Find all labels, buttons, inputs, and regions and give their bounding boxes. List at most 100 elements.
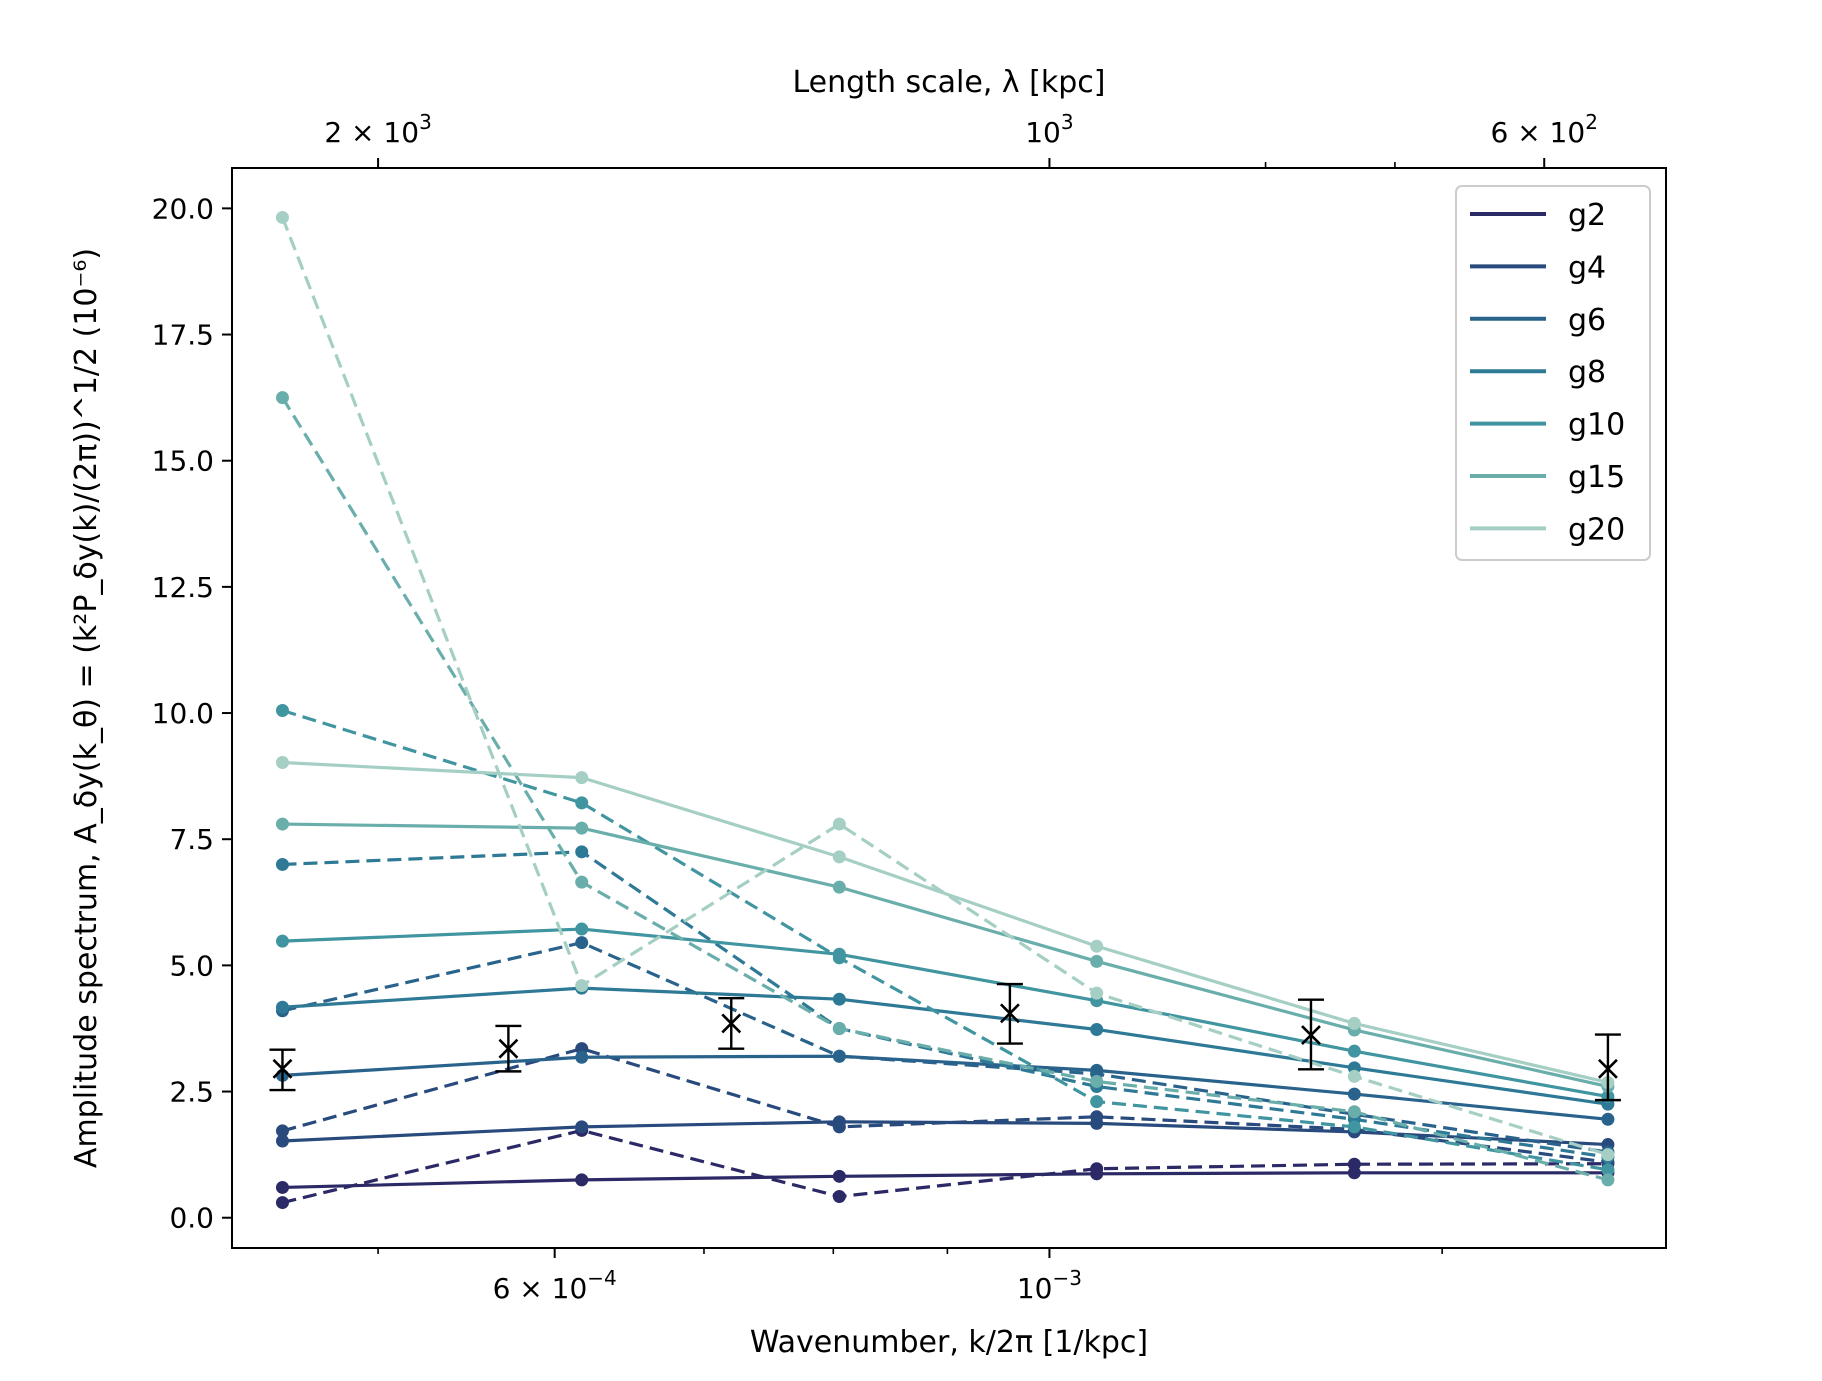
series-g2-dashed-point (832, 1190, 846, 1204)
series-g10-solid-point (1347, 1044, 1361, 1058)
series-layer (275, 210, 1615, 1210)
y-tick-label: 20.0 (152, 192, 214, 225)
y-tick-label: 2.5 (169, 1076, 214, 1109)
series-g4-solid-line (282, 1120, 1609, 1147)
series-g20-solid-line (282, 760, 1609, 1085)
series-g15-solid-point (275, 817, 289, 831)
axes-layer: 0.02.55.07.510.012.515.017.520.06 × 10−4… (152, 110, 1598, 1305)
series-g10-dashed-point (832, 951, 846, 965)
series-g10-dashed-point (1090, 1095, 1104, 1109)
x-tick-label: 6 × 10−4 (493, 1266, 617, 1305)
top-tick-label: 2 × 103 (324, 110, 431, 149)
x-tick-label: 10−3 (1017, 1266, 1082, 1305)
y-tick-label: 12.5 (152, 571, 214, 604)
x-tick-mantissa: 6 × 10 (493, 1272, 588, 1305)
series-g6-solid-point (1601, 1112, 1615, 1126)
legend-label-g2: g2 (1568, 198, 1606, 233)
top-tick-exponent: 3 (1061, 110, 1074, 134)
series-g8-dashed-point (275, 857, 289, 871)
x-axis-label: Wavenumber, k/2π [1/kpc] (750, 1325, 1148, 1360)
observation-marker (999, 1003, 1020, 1024)
observations-layer (269, 982, 1621, 1102)
series-g10-solid-point (575, 922, 589, 936)
top-axis-label: Length scale, λ [kpc] (793, 65, 1106, 100)
series-g2-dashed-point (275, 1196, 289, 1210)
x-tick-exponent: −3 (1053, 1266, 1082, 1290)
legend-label-g8: g8 (1568, 355, 1606, 390)
series-g20-dashed-point (1347, 1069, 1361, 1083)
series-g20-dashed-point (1090, 986, 1104, 1000)
series-g4-dashed-point (832, 1120, 846, 1134)
y-tick-label: 10.0 (152, 697, 214, 730)
series-g15-dashed-point (1090, 1074, 1104, 1088)
series-g8-solid-point (832, 992, 846, 1006)
legend: g2 g4 g6 g8 g10 g15 g20 (1455, 185, 1651, 561)
legend-label-g10: g10 (1568, 408, 1625, 443)
y-tick-label: 15.0 (152, 445, 214, 478)
series-g6-solid-line (282, 1054, 1609, 1121)
series-g20-dashed-line (280, 216, 1609, 1157)
legend-label-g20: g20 (1568, 512, 1625, 547)
observation-marker (272, 1058, 293, 1079)
series-g15-solid-point (1090, 954, 1104, 968)
y-tick-label: 5.0 (169, 949, 214, 982)
series-g2-solid-point (275, 1180, 289, 1194)
series-g20-solid-point (832, 850, 846, 864)
series-g10-dashed-point (275, 704, 289, 718)
series-g8-dashed-point (575, 845, 589, 859)
series-g20-dashed-point (1601, 1148, 1615, 1162)
series-g10-dashed-point (575, 796, 589, 810)
series-g20-solid-point (1347, 1016, 1361, 1030)
top-tick-mantissa: 6 × 10 (1490, 116, 1585, 149)
series-g6-solid-point (1347, 1087, 1361, 1101)
series-g4-dashed-line (282, 1047, 1609, 1164)
top-tick-label: 6 × 102 (1490, 110, 1597, 149)
series-g2-solid-point (832, 1169, 846, 1183)
series-g4-dashed-point (1090, 1110, 1104, 1124)
series-g15-dashed-point (575, 875, 589, 889)
series-g15-solid-line (282, 822, 1609, 1089)
top-tick-exponent: 3 (419, 110, 432, 134)
series-g10-dashed-point (1347, 1120, 1361, 1134)
y-tick-label: 17.5 (152, 319, 214, 352)
x-tick-exponent: −4 (587, 1266, 616, 1290)
series-g20-dashed-point (275, 210, 289, 224)
y-tick-label: 0.0 (169, 1202, 214, 1235)
series-g2-dashed-point (1347, 1157, 1361, 1171)
series-g2-dashed-point (1090, 1162, 1104, 1176)
top-tick-label: 103 (1025, 110, 1073, 149)
series-g15-solid-point (832, 880, 846, 894)
series-g20-solid-point (275, 756, 289, 770)
series-g10-solid-line (282, 927, 1609, 1099)
series-g10-solid-point (275, 934, 289, 948)
series-g4-solid-point (575, 1120, 589, 1134)
series-g6-solid-point (575, 1050, 589, 1064)
series-g6-dashed-line (282, 941, 1609, 1154)
series-g8-dashed-line (282, 850, 1609, 1159)
series-g15-dashed-point (1601, 1173, 1615, 1187)
series-g2-solid-line (282, 1171, 1608, 1190)
series-g6-dashed-point (575, 936, 589, 950)
series-g10-dashed-line (281, 708, 1609, 1172)
y-tick-label: 7.5 (169, 823, 214, 856)
top-tick-exponent: 2 (1585, 110, 1598, 134)
legend-label-g6: g6 (1568, 303, 1606, 338)
series-g15-dashed-point (275, 391, 289, 405)
x-tick-mantissa: 10 (1017, 1272, 1053, 1305)
series-g4-dashed-point (275, 1124, 289, 1138)
series-g20-dashed-point (832, 817, 846, 831)
series-g15-dashed-line (281, 396, 1609, 1182)
legend-label-g4: g4 (1568, 250, 1606, 285)
series-g6-dashed-point (832, 1049, 846, 1063)
series-g8-solid-point (275, 1000, 289, 1014)
observation-marker (1301, 1025, 1321, 1045)
series-g8-solid-line (282, 986, 1609, 1106)
series-g20-solid-point (575, 771, 589, 785)
observation-marker (1598, 1058, 1618, 1079)
series-g10-dashed-point (1601, 1163, 1615, 1177)
series-g4-solid-point (275, 1134, 289, 1148)
series-g8-solid-point (1090, 1022, 1104, 1036)
series-g2-solid-point (575, 1173, 589, 1187)
observation-marker (721, 1013, 742, 1034)
